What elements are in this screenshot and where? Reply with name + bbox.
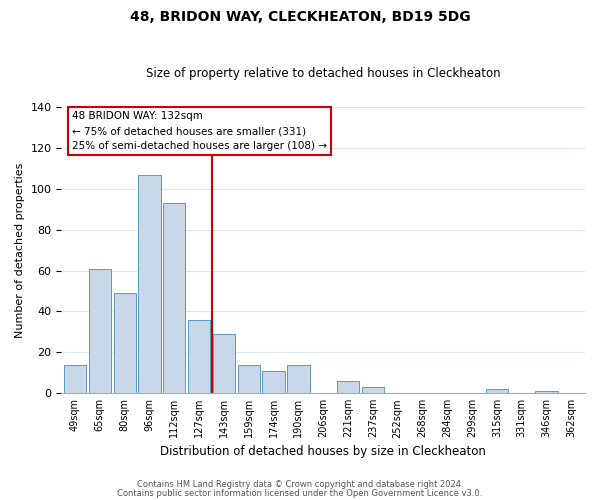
Bar <box>486 389 508 393</box>
Text: 48 BRIDON WAY: 132sqm
← 75% of detached houses are smaller (331)
25% of semi-det: 48 BRIDON WAY: 132sqm ← 75% of detached … <box>72 112 327 151</box>
Bar <box>337 381 359 393</box>
X-axis label: Distribution of detached houses by size in Cleckheaton: Distribution of detached houses by size … <box>160 444 486 458</box>
Bar <box>89 268 111 393</box>
Bar <box>362 387 384 393</box>
Bar <box>262 370 285 393</box>
Text: Contains public sector information licensed under the Open Government Licence v3: Contains public sector information licen… <box>118 488 482 498</box>
Bar <box>238 364 260 393</box>
Bar <box>188 320 210 393</box>
Text: Contains HM Land Registry data © Crown copyright and database right 2024.: Contains HM Land Registry data © Crown c… <box>137 480 463 489</box>
Bar <box>163 203 185 393</box>
Title: Size of property relative to detached houses in Cleckheaton: Size of property relative to detached ho… <box>146 66 500 80</box>
Bar <box>535 391 558 393</box>
Bar <box>64 364 86 393</box>
Bar <box>139 174 161 393</box>
Y-axis label: Number of detached properties: Number of detached properties <box>15 162 25 338</box>
Bar <box>213 334 235 393</box>
Bar <box>287 364 310 393</box>
Bar <box>113 293 136 393</box>
Text: 48, BRIDON WAY, CLECKHEATON, BD19 5DG: 48, BRIDON WAY, CLECKHEATON, BD19 5DG <box>130 10 470 24</box>
